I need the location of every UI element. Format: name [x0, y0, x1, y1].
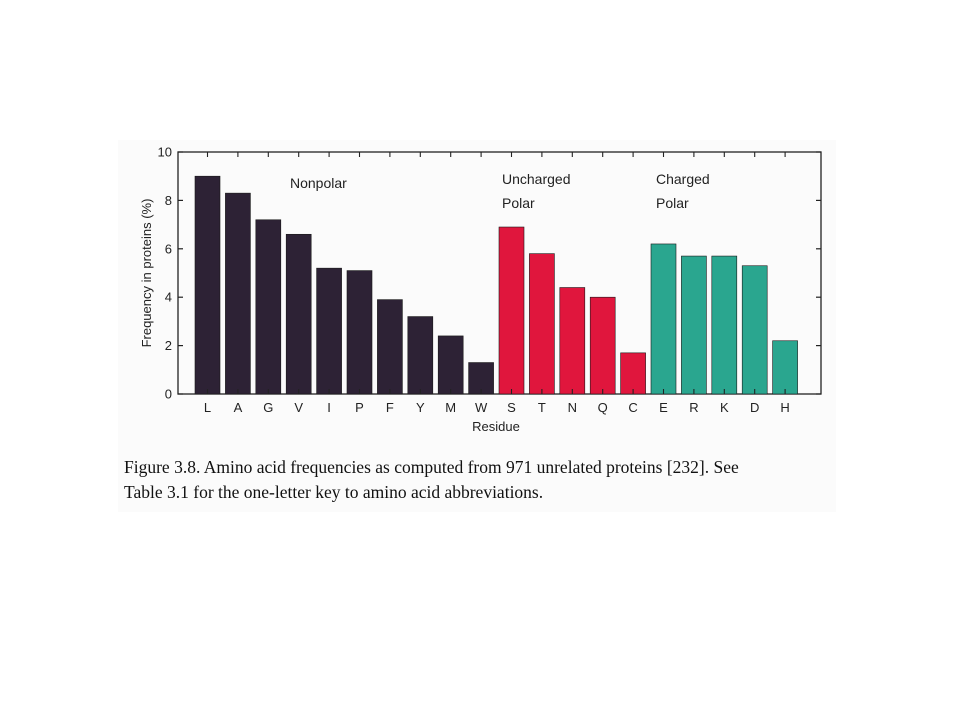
x-axis-label: Residue	[472, 419, 520, 434]
bar-F	[377, 299, 403, 395]
x-tick-label: W	[475, 400, 488, 415]
figure-caption-line-2: Table 3.1 for the one-letter key to amin…	[124, 482, 544, 502]
y-tick-label: 6	[165, 241, 172, 256]
bar-Q	[589, 296, 616, 395]
bar-W	[468, 362, 494, 395]
figure-caption-line-1: Figure 3.8. Amino acid frequencies as co…	[124, 457, 739, 477]
bar-R	[681, 255, 707, 395]
x-tick-label: H	[780, 400, 789, 415]
x-tick-label: A	[234, 400, 243, 415]
bars	[194, 175, 798, 395]
x-tick-label: V	[294, 400, 303, 415]
x-tick-label: F	[386, 400, 394, 415]
x-tick-label: G	[263, 400, 273, 415]
x-tick-label: C	[628, 400, 637, 415]
x-tick-label: R	[689, 400, 698, 415]
bar-C	[620, 352, 646, 395]
x-tick-label: T	[538, 400, 546, 415]
group-label-line-1: Nonpolar	[290, 175, 347, 191]
x-tick-label: Q	[598, 400, 608, 415]
x-tick-label: Y	[416, 400, 425, 415]
y-tick-label: 8	[165, 193, 172, 208]
bar-L	[194, 175, 221, 395]
bar-Y	[407, 316, 434, 395]
bar-G	[255, 219, 282, 395]
bar-V	[285, 233, 312, 395]
group-label-line-1: Charged	[656, 171, 710, 187]
y-tick-label: 10	[158, 145, 172, 160]
y-tick-label: 4	[165, 290, 172, 305]
bar-P	[346, 270, 373, 395]
x-tick-label: L	[204, 400, 211, 415]
group-labels: Nonpolar Uncharged Polar Charged Polar	[290, 171, 710, 211]
bar-H	[772, 340, 798, 395]
bar-T	[529, 253, 555, 395]
bar-E	[650, 243, 677, 395]
group-label-line-2: Polar	[502, 195, 535, 211]
group-label-line-2: Polar	[656, 195, 689, 211]
x-tick-label: S	[507, 400, 516, 415]
bar-M	[437, 335, 464, 395]
bar-A	[225, 192, 251, 395]
x-tick-label: I	[327, 400, 331, 415]
group-label-line-1: Uncharged	[502, 171, 571, 187]
x-tick-label: D	[750, 400, 759, 415]
x-tick-label: M	[445, 400, 456, 415]
bar-I	[316, 267, 342, 395]
x-tick-label: E	[659, 400, 668, 415]
y-axis-ticks: 0 2 4 6 8 10	[158, 145, 821, 402]
bar-S	[498, 226, 525, 395]
bar-N	[559, 287, 586, 395]
bar-K	[711, 255, 738, 395]
bar-D	[741, 265, 768, 395]
y-axis-label: Frequency in proteins (%)	[139, 199, 154, 348]
x-tick-label: P	[355, 400, 364, 415]
x-tick-label: K	[720, 400, 729, 415]
y-tick-label: 0	[165, 387, 172, 402]
x-tick-label: N	[568, 400, 577, 415]
y-tick-label: 2	[165, 338, 172, 353]
